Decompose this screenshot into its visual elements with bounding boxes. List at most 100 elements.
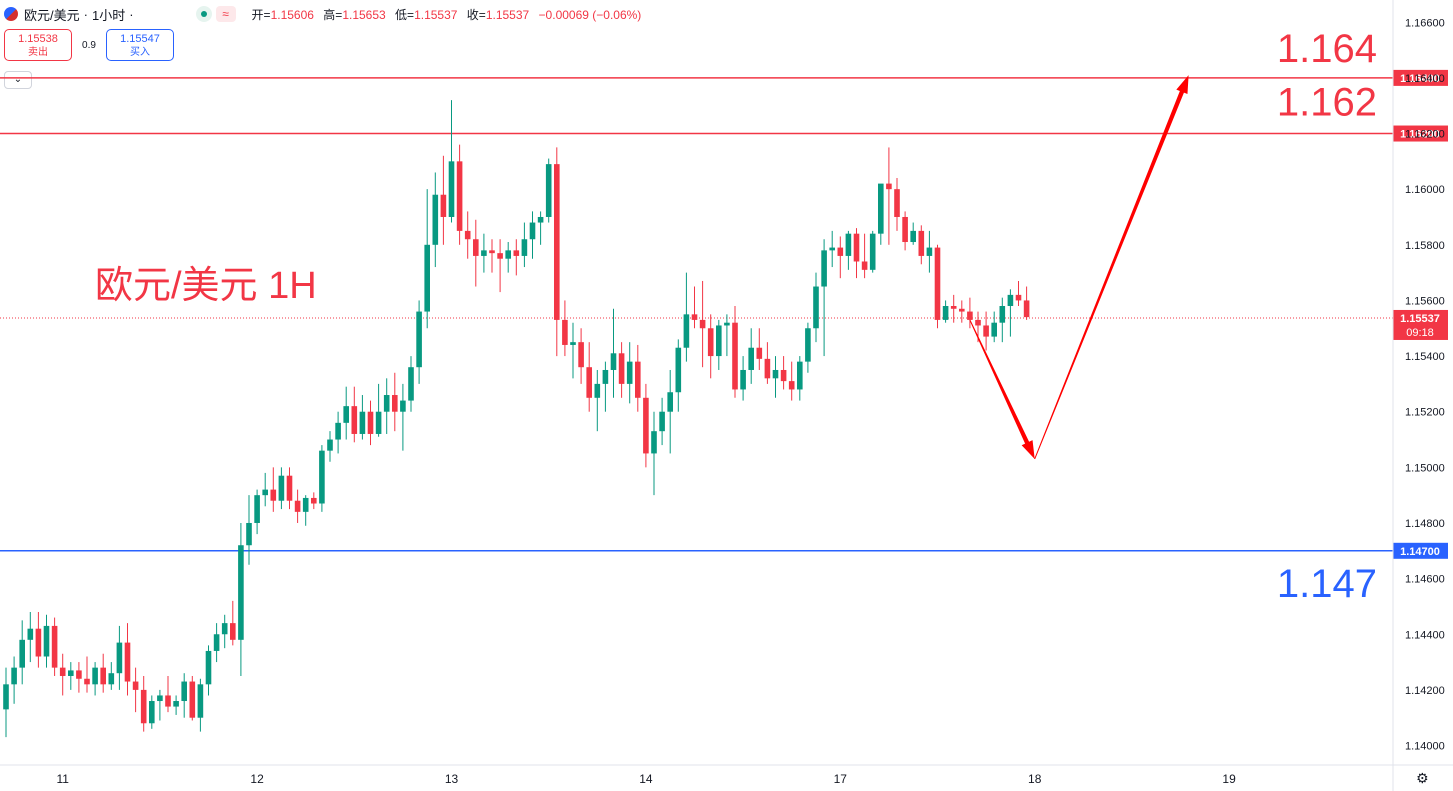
price-level-tag-text: 1.16200	[1400, 129, 1440, 141]
settings-gear-icon[interactable]: ⚙	[1416, 770, 1429, 786]
candle	[950, 294, 957, 323]
candle-body	[392, 395, 398, 412]
wave-icon[interactable]: ≈	[215, 6, 236, 22]
sell-button[interactable]: 1.15538 卖出	[4, 29, 72, 61]
candle-body	[84, 678, 90, 685]
candle-body	[829, 247, 835, 251]
interval-label[interactable]: 1小时	[91, 7, 126, 23]
candle	[51, 617, 58, 676]
candle	[221, 614, 228, 649]
candle-body	[813, 286, 819, 329]
forecast-arrow-down	[969, 319, 1035, 459]
candle-body	[400, 400, 406, 412]
currency-flag-icon	[4, 7, 18, 21]
candle-body	[926, 247, 933, 256]
candle	[999, 297, 1006, 343]
candle-body	[448, 161, 455, 217]
time-tick-label: 18	[1028, 772, 1042, 786]
candle-body	[359, 411, 366, 434]
candle	[181, 673, 187, 718]
candle-body	[254, 495, 260, 523]
candle-body	[464, 230, 471, 240]
candle	[869, 230, 876, 273]
candle-body	[181, 681, 187, 702]
candle-body	[27, 628, 34, 640]
candle	[230, 600, 236, 646]
candle-body	[456, 161, 463, 231]
candle-body	[626, 361, 633, 384]
candle	[383, 378, 390, 434]
candle-body	[132, 681, 139, 690]
candle-body	[878, 183, 884, 234]
candle-body	[294, 500, 301, 512]
candle-body	[278, 475, 285, 501]
chart-title: 欧元/美元 1H	[95, 265, 317, 307]
candle	[270, 467, 277, 512]
candle-body	[683, 314, 690, 348]
candle	[124, 623, 131, 696]
candle	[578, 328, 584, 384]
collapse-button[interactable]: ⌄	[4, 71, 32, 89]
candle-body	[59, 667, 66, 676]
candle	[481, 233, 487, 273]
candle	[788, 361, 795, 401]
candle-body	[764, 358, 771, 379]
candle-body	[3, 684, 9, 710]
candle	[724, 314, 730, 357]
price-level-label: 1.164	[1277, 27, 1377, 71]
candle-body	[416, 311, 422, 368]
candle	[756, 328, 763, 370]
market-status-icon[interactable]	[195, 6, 212, 22]
candle	[991, 311, 997, 343]
countdown-text: 09:18	[1406, 327, 1434, 339]
candle	[505, 242, 511, 273]
candle	[699, 280, 706, 368]
candle-body	[537, 216, 544, 223]
candle-body	[311, 497, 317, 504]
candle-body	[1023, 300, 1030, 318]
time-tick-label: 19	[1222, 772, 1236, 786]
candle	[294, 489, 301, 523]
candle	[635, 344, 641, 412]
candle-body	[173, 701, 179, 707]
candle	[367, 400, 374, 446]
candle	[343, 386, 349, 440]
candle-body	[473, 239, 479, 256]
candle	[659, 397, 665, 446]
candle	[238, 522, 244, 676]
candle-body	[643, 397, 649, 454]
candle	[643, 383, 649, 468]
time-tick-label: 14	[639, 772, 653, 786]
time-tick-label: 13	[445, 772, 459, 786]
candle	[821, 239, 827, 357]
candle	[108, 662, 115, 690]
candle-body	[975, 319, 981, 326]
candle-body	[942, 306, 949, 320]
candle-body	[545, 164, 552, 217]
candle-body	[562, 319, 568, 345]
candle	[84, 656, 90, 693]
time-tick-label: 12	[250, 772, 264, 786]
candle	[27, 612, 34, 663]
candle-body	[667, 392, 673, 412]
candle	[456, 144, 463, 245]
close-label: 收=	[466, 7, 486, 22]
current-price-text: 1.15537	[1400, 313, 1440, 325]
candle	[278, 467, 285, 510]
candle-body	[424, 244, 430, 312]
symbol-name[interactable]: 欧元/美元	[24, 7, 80, 23]
candle	[602, 361, 609, 412]
buy-button[interactable]: 1.15547 买入	[106, 29, 174, 61]
candle	[683, 272, 690, 362]
candle	[942, 300, 949, 323]
candle	[400, 383, 406, 451]
candle-body	[886, 183, 892, 190]
candle	[513, 239, 520, 276]
candle-body	[967, 311, 973, 320]
price-tick-label: 1.15600	[1405, 295, 1445, 307]
candle-body	[959, 308, 965, 312]
candle-body	[375, 411, 382, 434]
candle-body	[618, 353, 625, 384]
candle	[772, 356, 779, 398]
